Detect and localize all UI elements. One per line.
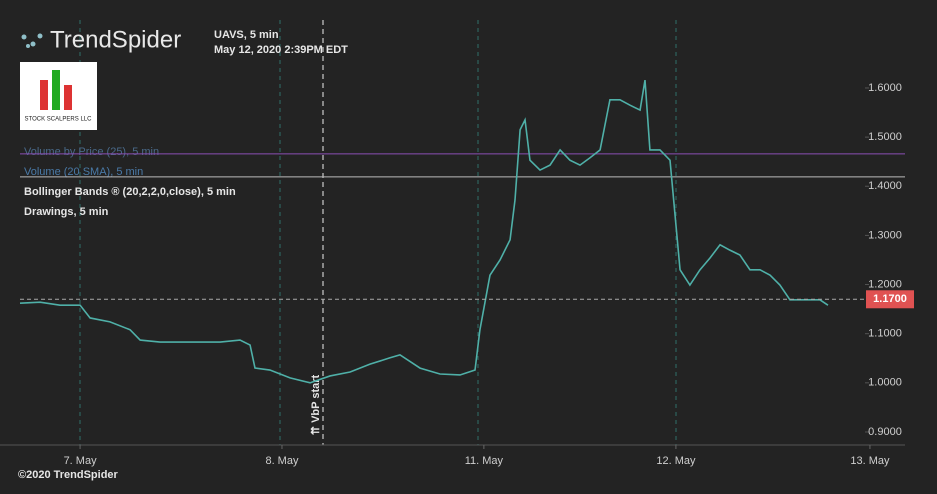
legend-item: Drawings, 5 min <box>24 206 109 218</box>
logo-bar <box>52 70 60 110</box>
logo-bar <box>40 80 48 110</box>
x-tick-label: 8. May <box>265 455 299 467</box>
logo-bar <box>64 85 72 110</box>
logo-dot <box>30 41 36 47</box>
last-price-box <box>866 290 914 309</box>
y-tick-label: 1.1000 <box>868 328 902 340</box>
footer: ©2020 TrendSpider <box>18 469 119 481</box>
logo-dot <box>26 44 30 48</box>
legend-item: Volume by Price (25), 5 min <box>24 146 159 158</box>
header-symbol: UAVS, 5 min <box>214 29 279 41</box>
y-tick-label: 0.9000 <box>868 426 902 438</box>
y-tick-label: 1.2000 <box>868 278 902 290</box>
brand: TrendSpider <box>50 26 181 53</box>
x-tick-label: 12. May <box>656 455 696 467</box>
logo-dot <box>37 33 43 39</box>
y-tick-label: 1.4000 <box>868 180 902 192</box>
last-price-label: 1.1700 <box>873 293 907 305</box>
header-datetime: May 12, 2020 2:39PM EDT <box>214 44 348 56</box>
annotation: ⇈ VbP start <box>310 374 322 435</box>
legend-item: Volume (20 SMA), 5 min <box>24 166 143 178</box>
y-tick-label: 1.0000 <box>868 377 902 389</box>
x-tick-label: 13. May <box>850 455 890 467</box>
y-tick-label: 1.5000 <box>868 131 902 143</box>
legend-item: Bollinger Bands ® (20,2,2,0,close), 5 mi… <box>24 186 236 198</box>
logo-icon <box>21 33 43 48</box>
x-tick-label: 11. May <box>465 455 504 467</box>
y-tick-label: 1.3000 <box>868 229 902 241</box>
x-tick-label: 7. May <box>64 455 98 467</box>
price-line <box>19 79 829 384</box>
logo-dot <box>21 34 27 40</box>
y-tick-label: 1.6000 <box>868 82 902 94</box>
logo-text: STOCK SCALPERS LLC <box>25 117 93 123</box>
